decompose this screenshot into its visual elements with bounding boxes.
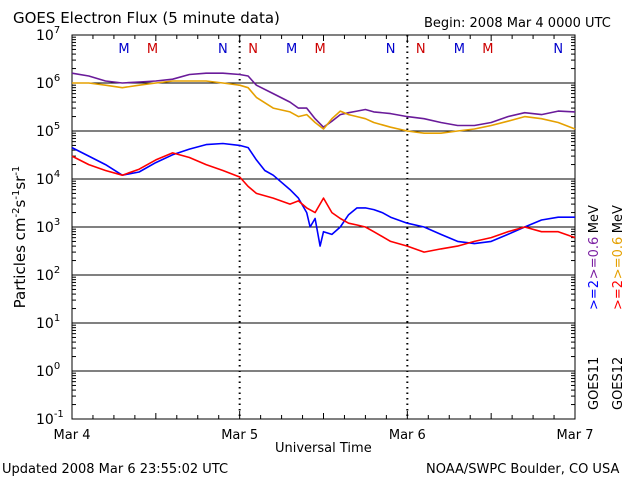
position-marker: N	[416, 42, 426, 57]
position-marker: N	[248, 42, 258, 57]
flux-series-line	[72, 80, 576, 134]
x-tick-label: Mar 6	[389, 428, 426, 443]
legend-entry: >=0.6	[611, 237, 626, 279]
position-marker: M	[482, 42, 493, 57]
footer-credit: NOAA/SWPC Boulder, CO USA	[426, 462, 620, 477]
y-tick-label: 104	[36, 169, 60, 188]
x-axis-label: Universal Time	[275, 441, 372, 456]
legend-satellite: GOES11	[587, 357, 602, 410]
y-axis-label: Particles cm-2s-1sr-1	[11, 165, 29, 309]
x-tick-label: Mar 5	[221, 428, 258, 443]
position-marker: N	[553, 42, 563, 57]
legend-satellite: GOES12	[611, 357, 626, 410]
footer-updated: Updated 2008 Mar 6 23:55:02 UTC	[2, 462, 229, 477]
position-marker: M	[315, 42, 326, 57]
y-tick-label: 10-1	[36, 409, 64, 428]
y-tick-label: 102	[36, 265, 60, 284]
x-tick-label: Mar 4	[54, 428, 91, 443]
legend-entry: >=2	[611, 280, 626, 310]
flux-series-line	[71, 72, 576, 128]
flux-series-line	[71, 142, 575, 247]
position-marker: M	[286, 42, 297, 57]
y-tick-label: 106	[36, 73, 60, 92]
y-tick-label: 107	[36, 25, 60, 44]
position-marker: M	[454, 42, 465, 57]
chart-title: GOES Electron Flux (5 minute data)	[13, 9, 280, 27]
y-tick-label: 101	[36, 313, 60, 332]
y-tick-label: 100	[36, 361, 60, 380]
begin-label: Begin: 2008 Mar 4 0000 UTC	[424, 16, 611, 31]
position-marker: M	[118, 42, 129, 57]
x-tick-label: Mar 7	[557, 428, 594, 443]
legend-entry: MeV	[611, 205, 626, 233]
legend-entry: MeV	[587, 205, 602, 233]
position-marker: N	[218, 42, 228, 57]
position-marker: M	[147, 42, 158, 57]
legend-entry: >=2	[587, 280, 602, 310]
y-tick-label: 103	[36, 217, 60, 236]
y-tick-label: 105	[36, 121, 60, 140]
legend-entry: >=0.6	[587, 237, 602, 279]
position-marker: N	[386, 42, 396, 57]
flux-series-line	[71, 152, 576, 253]
